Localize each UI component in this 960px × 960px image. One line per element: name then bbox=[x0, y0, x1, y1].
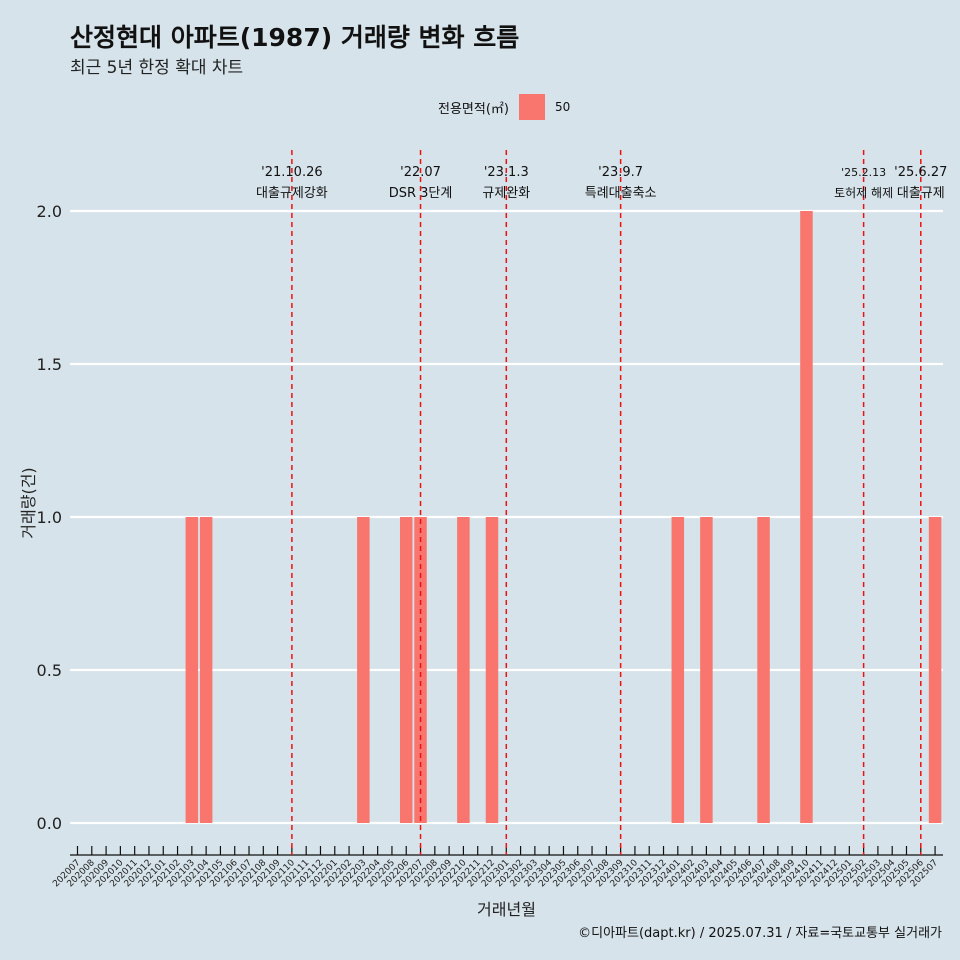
event-date-label: '25.2.13 bbox=[841, 166, 886, 179]
y-tick-label: 1.0 bbox=[37, 508, 62, 527]
bar bbox=[800, 211, 813, 823]
y-tick-label: 2.0 bbox=[37, 202, 62, 221]
bar bbox=[199, 517, 213, 823]
bar bbox=[399, 517, 413, 823]
event-name-label: 대출규제 bbox=[897, 186, 945, 201]
y-axis-title: 거래량(건) bbox=[19, 467, 38, 538]
bar bbox=[357, 517, 370, 823]
event-name-label: DSR 3단계 bbox=[389, 186, 453, 201]
bar bbox=[414, 517, 427, 823]
caption: ©디아파트(dapt.kr) / 2025.07.31 / 자료=국토교통부 실… bbox=[578, 926, 942, 941]
bar bbox=[457, 517, 470, 823]
legend-label: 50 bbox=[554, 100, 571, 114]
event-name-label: 규제완화 bbox=[482, 186, 530, 201]
legend-swatch bbox=[518, 94, 545, 120]
y-tick-label: 0.0 bbox=[37, 814, 62, 833]
bar bbox=[757, 517, 770, 823]
legend: 전용면적(㎡) 50 bbox=[438, 93, 570, 121]
chart-title: 산정현대 아파트(1987) 거래량 변화 흐름 bbox=[70, 23, 520, 52]
legend-title: 전용면적(㎡) bbox=[438, 101, 509, 117]
event-name-label: 토허제 해제 bbox=[834, 186, 893, 200]
bar bbox=[671, 517, 685, 823]
bar bbox=[700, 517, 713, 823]
bar bbox=[185, 517, 199, 823]
x-axis-title: 거래년월 bbox=[477, 900, 536, 919]
event-name-label: 특례대출축소 bbox=[585, 186, 657, 201]
y-tick-label: 0.5 bbox=[37, 661, 62, 680]
event-date-label: '23.1.3 bbox=[484, 165, 529, 180]
event-date-label: '23.9.7 bbox=[598, 165, 643, 180]
bar bbox=[485, 517, 499, 823]
bar bbox=[928, 517, 942, 823]
event-date-label: '21.10.26 bbox=[261, 165, 322, 180]
event-date-label: '22.07 bbox=[400, 165, 441, 180]
event-name-label: 대출규제강화 bbox=[256, 186, 328, 201]
y-tick-label: 1.5 bbox=[37, 355, 62, 374]
event-date-label: '25.6.27 bbox=[894, 165, 947, 180]
chart-subtitle: 최근 5년 한정 확대 차트 bbox=[70, 58, 244, 78]
